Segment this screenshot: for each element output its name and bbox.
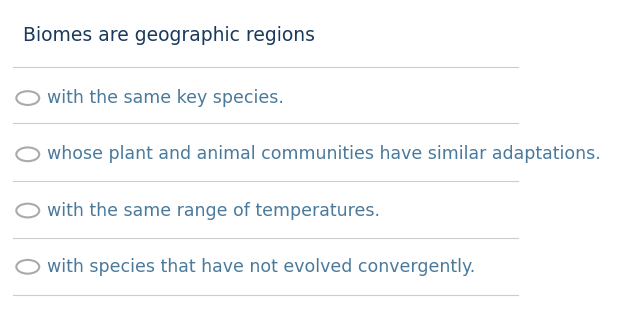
Text: with the same key species.: with the same key species. — [47, 89, 284, 107]
Text: Biomes are geographic regions: Biomes are geographic regions — [23, 26, 315, 45]
Text: with species that have not evolved convergently.: with species that have not evolved conve… — [47, 258, 475, 276]
Text: whose plant and animal communities have similar adaptations.: whose plant and animal communities have … — [47, 145, 601, 163]
Text: with the same range of temperatures.: with the same range of temperatures. — [47, 202, 380, 219]
